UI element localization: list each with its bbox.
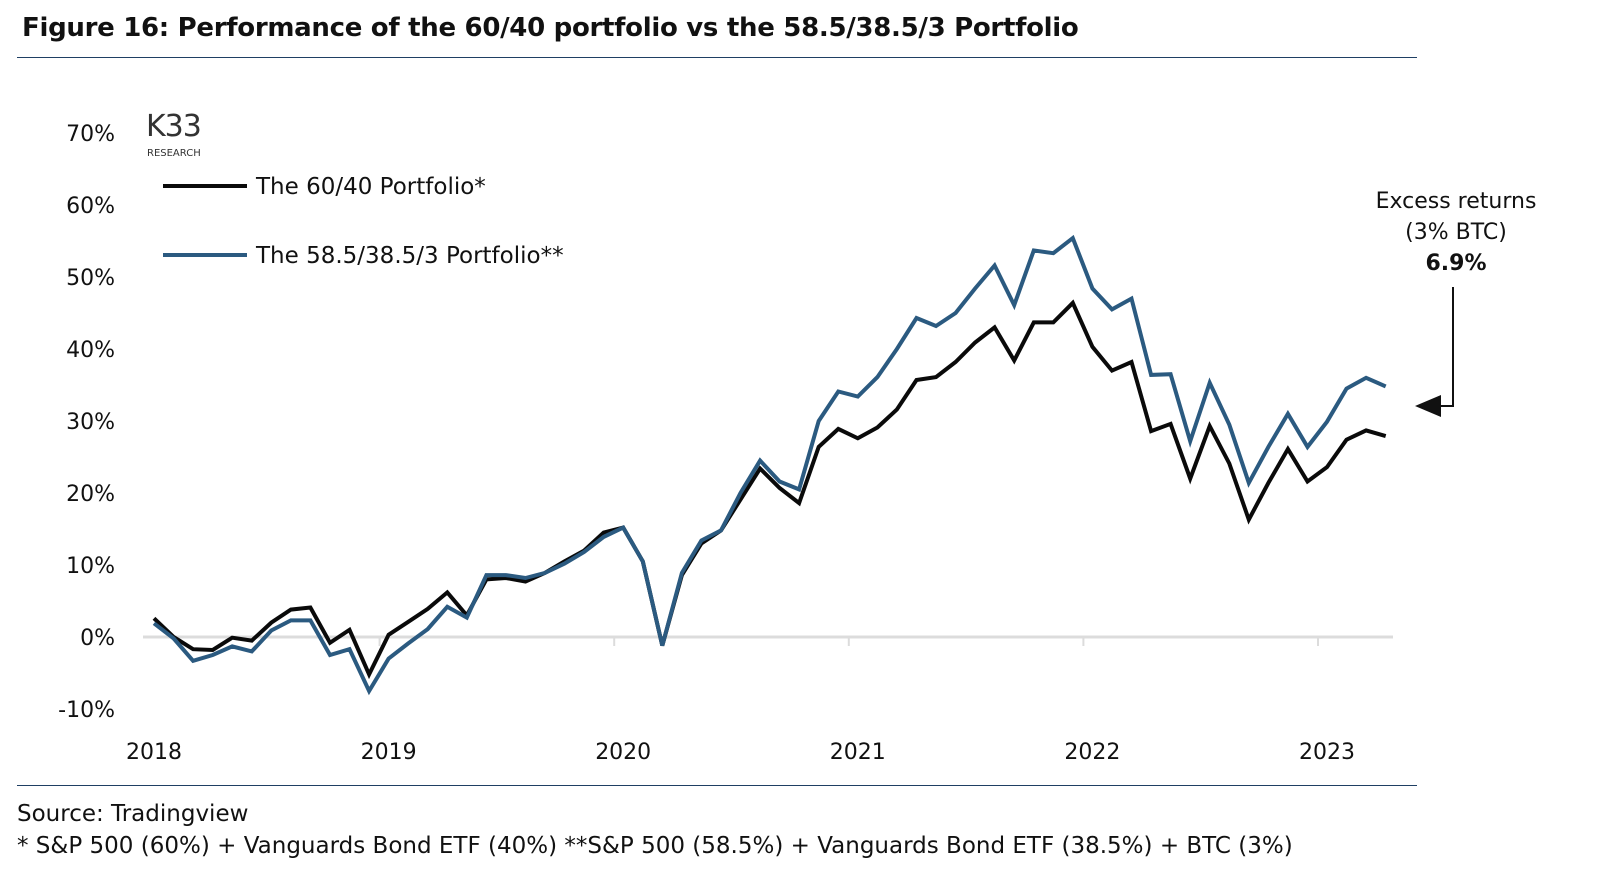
y-tick-label: 40% (66, 338, 115, 363)
bottom-divider (17, 785, 1417, 786)
figure-title: Figure 16: Performance of the 60/40 port… (22, 13, 1079, 43)
y-tick-label: 70% (66, 122, 115, 147)
y-tick-label: 10% (66, 554, 115, 579)
top-divider (17, 57, 1417, 58)
y-tick-label: 50% (66, 266, 115, 291)
y-axis: 70% 60% 50% 40% 30% 20% 10% 0% -10% (58, 122, 115, 723)
series-group (152, 234, 1387, 696)
x-tick-label: 2020 (595, 740, 651, 765)
x-tick-label: 2021 (830, 740, 886, 765)
legend-label-60-40: The 60/40 Portfolio* (255, 174, 486, 200)
k33-logo: K33 RESEARCH (146, 109, 202, 159)
series-line-58-38-3 (152, 234, 1387, 696)
arrow-left-icon (1415, 395, 1441, 417)
legend-label-58-38-3: The 58.5/38.5/3 Portfolio** (255, 243, 564, 269)
series-line-60-40 (152, 299, 1387, 680)
x-axis: 2018 2019 2020 2021 2022 2023 (126, 637, 1355, 765)
x-tick-label: 2019 (361, 740, 417, 765)
annotation-arrow-line (1430, 287, 1454, 407)
y-tick-label: 0% (80, 626, 115, 651)
annotation-line1: Excess returns (1376, 189, 1537, 214)
y-tick-label: 20% (66, 482, 115, 507)
y-tick-label: 30% (66, 410, 115, 435)
excess-return-annotation: Excess returns (3% BTC) 6.9% (1376, 189, 1537, 417)
footnote-text: * S&P 500 (60%) + Vanguards Bond ETF (40… (17, 833, 1293, 859)
logo-sub: RESEARCH (147, 148, 201, 159)
annotation-value: 6.9% (1425, 251, 1486, 276)
y-tick-label: -10% (58, 698, 115, 723)
x-tick-label: 2022 (1064, 740, 1120, 765)
x-tick-label: 2023 (1299, 740, 1355, 765)
x-tick-label: 2018 (126, 740, 182, 765)
legend: The 60/40 Portfolio* The 58.5/38.5/3 Por… (163, 174, 564, 269)
annotation-line2: (3% BTC) (1405, 220, 1507, 245)
source-text: Source: Tradingview (17, 801, 249, 827)
logo-main: K33 (146, 109, 201, 144)
y-tick-label: 60% (66, 194, 115, 219)
